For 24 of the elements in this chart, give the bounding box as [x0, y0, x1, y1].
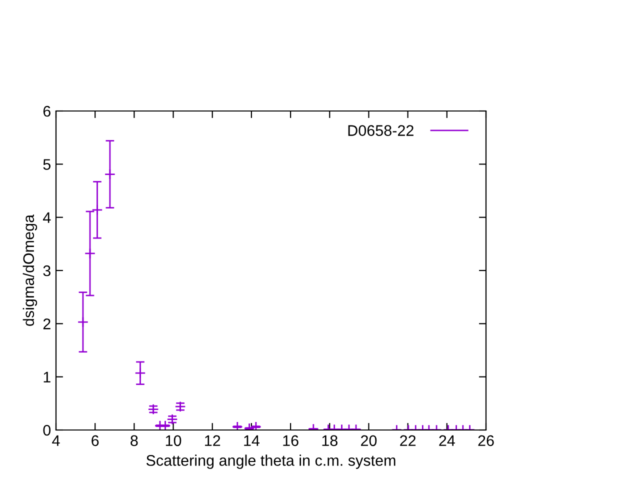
y-tick-label: 4 [42, 212, 51, 223]
x-tick-label: 4 [52, 435, 60, 446]
x-tick-label: 10 [166, 435, 182, 446]
x-axis-title: Scattering angle theta in c.m. system [146, 454, 396, 469]
x-tick-label: 14 [244, 435, 260, 446]
legend-label: D0658-22 [348, 125, 414, 136]
x-tick-label: 24 [439, 435, 455, 446]
y-tick-label: 0 [43, 424, 51, 436]
y-tick-label: 1 [44, 372, 50, 382]
y-axis-title: dsigma/dOmega [22, 214, 38, 326]
y-tick-label: 5 [43, 159, 50, 170]
y-tick-label: 6 [43, 106, 50, 117]
y-tick-label: 3 [43, 265, 50, 276]
x-tick-label: 16 [283, 435, 298, 446]
x-tick-label: 20 [361, 435, 377, 446]
x-tick-label: 6 [92, 435, 99, 446]
y-tick-label: 2 [43, 318, 50, 330]
point [104, 168, 116, 180]
x-tick-label: 22 [400, 435, 416, 446]
x-tick-label: 26 [478, 435, 494, 446]
point [84, 248, 96, 260]
x-tick-label: 8 [130, 435, 138, 446]
x-tick-label: 18 [322, 435, 338, 446]
x-tick-label: 12 [205, 435, 220, 446]
